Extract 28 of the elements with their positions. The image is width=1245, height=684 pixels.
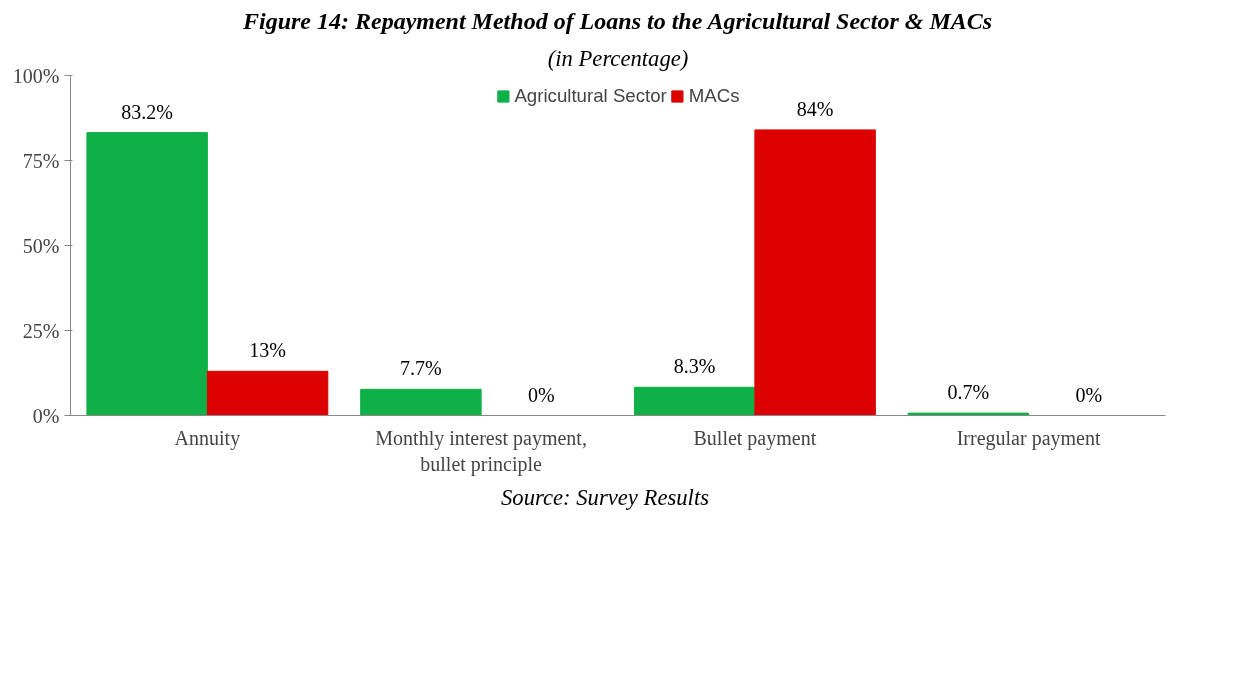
- source-note: Source: Survey Results: [499, 484, 710, 512]
- data-label: 0.7%: [947, 381, 990, 404]
- y-tick-label: 25%: [22, 319, 60, 342]
- data-label: 7.7%: [400, 357, 442, 380]
- legend-label: Agricultural Sector: [514, 85, 667, 107]
- data-label: 13%: [249, 339, 286, 362]
- bar: [360, 388, 482, 416]
- bar: [907, 412, 1030, 416]
- bar: [206, 370, 329, 416]
- x-tick-label: Annuity: [174, 426, 241, 450]
- chart-title: Figure 14: Repayment Method of Loans to the Agricultural Sector & MACs: [241, 7, 993, 34]
- data-label: 0%: [1075, 383, 1103, 406]
- x-tick-label: Irregular payment: [956, 426, 1101, 450]
- bar: [86, 132, 208, 416]
- y-tick-label: 75%: [22, 149, 60, 172]
- data-label: 8.3%: [673, 355, 716, 378]
- bar: [754, 129, 876, 416]
- legend-label: MACs: [688, 85, 740, 107]
- data-label: 0%: [528, 383, 555, 406]
- chart-subtitle: (in Percentage): [547, 45, 689, 71]
- y-tick-label: 50%: [22, 234, 60, 257]
- x-tick-label: Monthly interest payment, bullet principle: [375, 426, 587, 476]
- data-label: 83.2%: [121, 100, 173, 123]
- y-tick-label: 0%: [32, 404, 60, 427]
- bar: [633, 386, 756, 416]
- x-tick-label: Bullet payment: [693, 426, 817, 450]
- data-label: 84%: [796, 97, 834, 120]
- y-tick-label: 100%: [12, 64, 60, 87]
